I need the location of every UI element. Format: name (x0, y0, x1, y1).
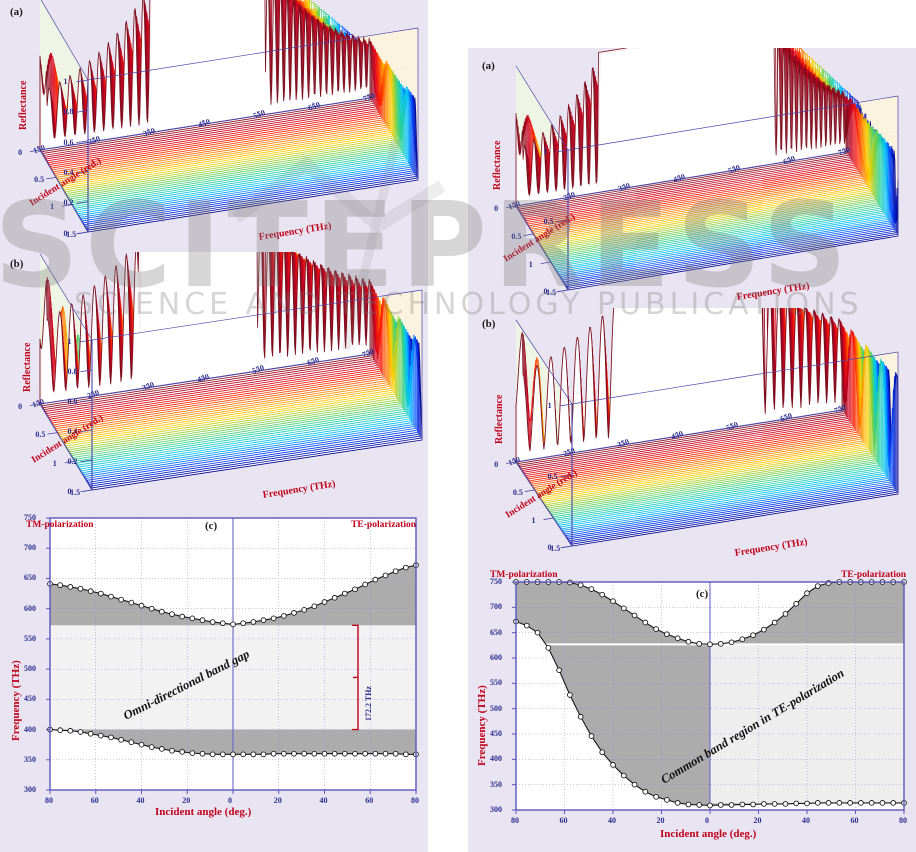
z-tick-0.2: 0.2 (63, 198, 74, 208)
left-panel-c-gap-value: 172.2 THz (364, 686, 373, 721)
z-tick-0.2: 0.2 (67, 456, 78, 466)
z-tick-0: 0 (543, 286, 548, 296)
z-tick-0.5: 0.5 (547, 471, 558, 481)
z-tick-0.6: 0.6 (63, 137, 74, 147)
y-tick-0: 0 (18, 401, 23, 411)
xtick-5: 20 (753, 816, 762, 825)
left-figure-column: (a) 1 0.8 0.6 0.4 0.2 0 1.5 1 0.5 0 150 250 350 450 55… (0, 0, 428, 852)
y-tick-0.5: 0.5 (35, 430, 46, 440)
xtick-5: 20 (273, 796, 282, 805)
ytick-500: 500 (490, 703, 502, 713)
y-tick-0: 0 (494, 203, 499, 213)
ytick-300: 300 (24, 785, 36, 794)
right-panel-c-ylabel: Frequency (THz) (476, 685, 488, 766)
zaxis-title: Reflectance (492, 140, 503, 190)
y-tick-1.5: 1.5 (546, 287, 557, 297)
y-tick-1: 1 (528, 259, 533, 269)
z-tick-0.6: 0.6 (67, 396, 78, 406)
xtick-7: 60 (850, 816, 859, 825)
z-tick-1: 1 (63, 76, 68, 86)
xtick-1: 60 (559, 816, 568, 825)
xtick-6: 40 (319, 796, 328, 805)
left-panel-c-bandgap-plot: TM-polarization TE-polarization (c) Freq… (0, 506, 428, 852)
right-panel-c-te-label: TE-polarization (841, 570, 906, 580)
z-tick-0: 0 (63, 228, 68, 238)
ytick-500: 500 (24, 664, 36, 674)
xtick-4: 0 (705, 816, 709, 825)
ytick-550: 550 (24, 633, 36, 643)
y-tick-0.5: 0.5 (34, 174, 45, 184)
right-panel-b-tag: (b) (482, 318, 496, 330)
xtick-1: 60 (90, 796, 99, 805)
zaxis-title: Reflectance (494, 394, 505, 444)
xtick-4: 0 (228, 796, 232, 805)
ytick-350: 350 (24, 754, 36, 764)
ytick-450: 450 (24, 694, 36, 704)
left-panel-c-xlabel: Incident angle (deg.) (155, 806, 252, 818)
xtick-2: 40 (136, 796, 145, 805)
left-panel-c-ylabel: Frequency (THz) (10, 660, 22, 741)
y-tick-1.5: 1.5 (550, 543, 561, 553)
left-panel-c-te-label: TE-polarization (351, 520, 416, 530)
xtick-3: 20 (182, 796, 191, 805)
ytick-750: 750 (24, 513, 36, 522)
z-tick-0.8: 0.8 (67, 366, 78, 376)
ytick-750: 750 (490, 577, 502, 586)
z-tick-0: 0 (67, 486, 72, 496)
left-panel-c-tag: (c) (205, 520, 218, 532)
right-figure-column-top: (a) 1 0.5 0 1.5 1 0.5 0 150 250 350 450 550 650 750 Re… (468, 48, 916, 568)
z-tick-1: 1 (67, 336, 72, 346)
xtick-7: 60 (365, 796, 374, 805)
right-panel-a-tag: (a) (482, 60, 495, 72)
z-tick-0.4: 0.4 (63, 168, 74, 178)
left-panel-b-3d-plot: (b) 1 0.8 0.6 0.4 0.2 0 1.5 1 0.5 0 150 250 350 450 55… (0, 252, 428, 508)
xtick-8: 80 (899, 816, 907, 825)
z-tick-0: 0 (547, 542, 552, 552)
ytick-550: 550 (490, 678, 502, 688)
ytick-650: 650 (24, 573, 36, 583)
z-tick-1: 1 (543, 146, 548, 156)
left-panel-a-3d-plot: (a) 1 0.8 0.6 0.4 0.2 0 1.5 1 0.5 0 150 250 350 450 55… (0, 0, 428, 256)
ytick-350: 350 (490, 779, 502, 789)
right-panel-c-tm-label: TM-polarization (490, 570, 558, 580)
right-panel-c-bandgap-plot: TM-polarization TE-polarization (c) Freq… (468, 566, 916, 852)
ytick-700: 700 (24, 543, 36, 553)
ytick-600: 600 (24, 603, 36, 613)
left-panel-b-tag: (b) (10, 258, 24, 270)
y-tick-0: 0 (18, 147, 23, 157)
y-tick-0.5: 0.5 (512, 487, 523, 497)
left-panel-a-tag: (a) (10, 6, 23, 18)
xtick-0: 80 (511, 816, 519, 825)
ytick-400: 400 (490, 754, 502, 764)
left-panel-c-tm-label: TM-polarization (26, 520, 94, 530)
y-tick-0.5: 0.5 (511, 231, 522, 241)
y-tick-1.5: 1.5 (66, 229, 77, 239)
ytick-600: 600 (490, 653, 502, 662)
y-tick-1.5: 1.5 (70, 487, 81, 497)
y-tick-0: 0 (494, 459, 499, 469)
zaxis-title: Reflectance (22, 342, 33, 392)
xtick-0: 80 (45, 796, 53, 805)
ytick-300: 300 (490, 805, 502, 814)
xtick-2: 40 (608, 816, 616, 825)
zaxis-title: Reflectance (18, 80, 29, 130)
right-panel-b-3d-plot: (b) 1 0.5 0 1.5 1 0.5 0 150 250 350 450 550 650 750 Re… (468, 308, 916, 568)
ytick-700: 700 (490, 602, 502, 612)
z-tick-1: 1 (547, 400, 552, 410)
right-panel-c-tag: (c) (696, 588, 709, 600)
right-panel-c-xlabel: Incident angle (deg.) (660, 828, 757, 840)
ytick-400: 400 (24, 724, 36, 734)
xtick-8: 80 (411, 796, 419, 805)
xtick-3: 20 (656, 816, 665, 825)
right-panel-a-3d-plot: (a) 1 0.5 0 1.5 1 0.5 0 150 250 350 450 550 650 750 Re… (468, 48, 916, 316)
y-tick-1: 1 (531, 515, 536, 525)
y-tick-1: 1 (52, 458, 57, 468)
ytick-450: 450 (490, 729, 502, 738)
z-tick-0.8: 0.8 (63, 107, 74, 117)
z-tick-0.4: 0.4 (67, 426, 78, 436)
xtick-6: 40 (802, 816, 810, 825)
y-tick-1: 1 (50, 202, 55, 212)
z-tick-0.5: 0.5 (543, 216, 554, 226)
ytick-650: 650 (490, 627, 502, 637)
